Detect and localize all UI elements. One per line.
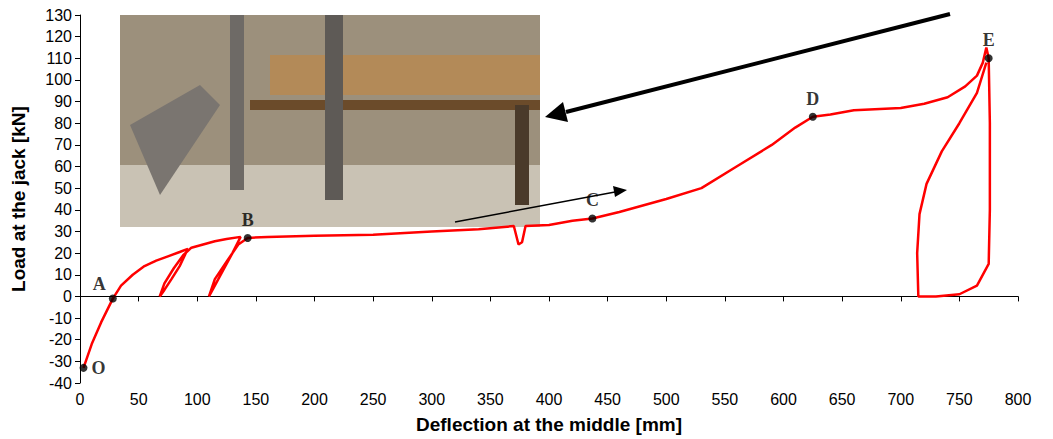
svg-text:50: 50 xyxy=(54,180,72,197)
svg-text:120: 120 xyxy=(45,28,72,45)
svg-text:-20: -20 xyxy=(49,331,72,348)
svg-text:C: C xyxy=(586,190,599,210)
svg-text:10: 10 xyxy=(54,266,72,283)
svg-text:D: D xyxy=(806,89,819,109)
svg-text:40: 40 xyxy=(54,201,72,218)
svg-text:A: A xyxy=(93,274,106,294)
svg-text:550: 550 xyxy=(712,391,739,408)
svg-text:700: 700 xyxy=(887,391,914,408)
svg-text:300: 300 xyxy=(418,391,445,408)
svg-text:450: 450 xyxy=(594,391,621,408)
svg-text:B: B xyxy=(242,210,254,230)
svg-text:-10: -10 xyxy=(49,310,72,327)
svg-text:Load at the jack [kN]: Load at the jack [kN] xyxy=(8,106,29,292)
svg-text:350: 350 xyxy=(477,391,504,408)
svg-text:100: 100 xyxy=(184,391,211,408)
svg-text:150: 150 xyxy=(243,391,270,408)
svg-text:30: 30 xyxy=(54,223,72,240)
svg-text:250: 250 xyxy=(360,391,387,408)
svg-text:500: 500 xyxy=(653,391,680,408)
svg-text:0: 0 xyxy=(76,391,85,408)
svg-text:200: 200 xyxy=(301,391,328,408)
svg-text:750: 750 xyxy=(946,391,973,408)
svg-text:650: 650 xyxy=(829,391,856,408)
svg-text:80: 80 xyxy=(54,115,72,132)
svg-text:E: E xyxy=(983,30,995,50)
svg-text:70: 70 xyxy=(54,136,72,153)
svg-text:0: 0 xyxy=(63,288,72,305)
svg-text:130: 130 xyxy=(45,7,72,24)
svg-text:110: 110 xyxy=(46,50,72,67)
svg-text:50: 50 xyxy=(130,391,148,408)
svg-text:Deflection at the middle [mm]: Deflection at the middle [mm] xyxy=(416,414,682,435)
svg-text:90: 90 xyxy=(54,93,72,110)
svg-text:60: 60 xyxy=(54,158,72,175)
svg-text:100: 100 xyxy=(45,71,72,88)
svg-text:800: 800 xyxy=(1005,391,1032,408)
svg-text:O: O xyxy=(92,358,106,378)
svg-text:-30: -30 xyxy=(49,353,72,370)
svg-text:20: 20 xyxy=(54,245,72,262)
svg-text:400: 400 xyxy=(536,391,563,408)
svg-text:600: 600 xyxy=(770,391,797,408)
svg-text:-40: -40 xyxy=(49,375,72,392)
